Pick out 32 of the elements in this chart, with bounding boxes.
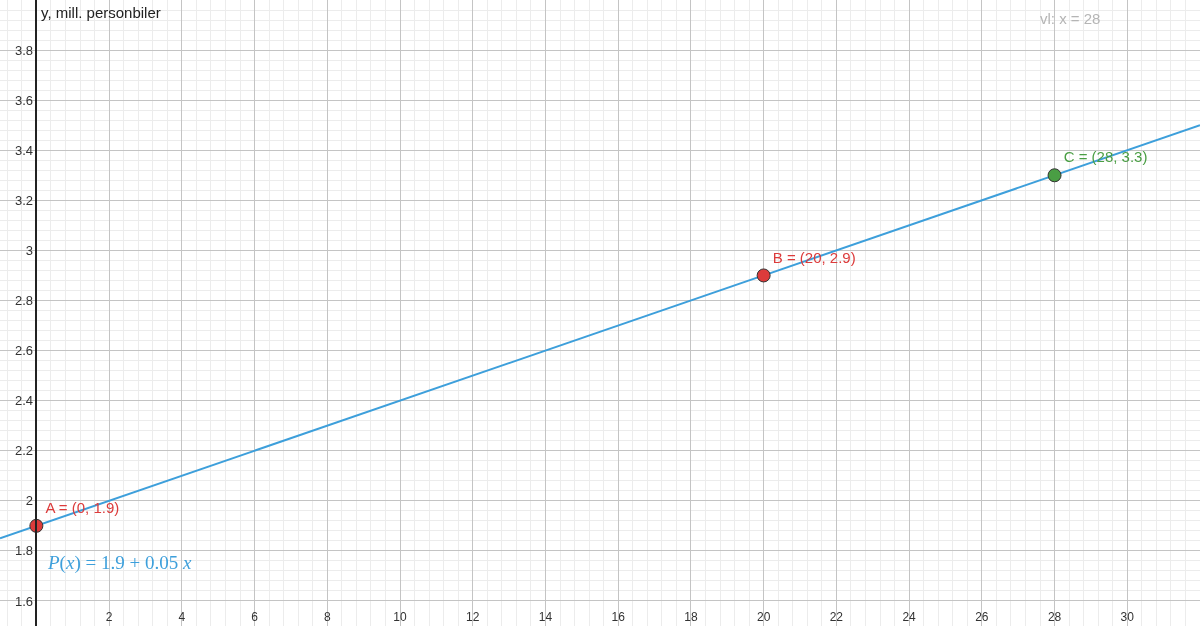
- y-tick-label: 2.6: [14, 343, 34, 359]
- x-tick-label: 4: [178, 609, 186, 624]
- y-tick-label: 1.6: [14, 593, 34, 609]
- x-tick-label: 2: [105, 609, 113, 624]
- y-tick-label: 3.8: [14, 42, 34, 58]
- point: [756, 268, 771, 283]
- x-tick-label: 28: [1047, 609, 1062, 624]
- x-tick-label: 20: [756, 609, 771, 624]
- x-tick-label: 14: [538, 609, 553, 624]
- y-tick-label: 2: [25, 493, 34, 509]
- point: [1047, 168, 1062, 183]
- x-tick-label: 26: [975, 609, 989, 624]
- series-label: P(x) = 1.9 + 0.05 x: [47, 552, 192, 574]
- y-tick-label: 2.4: [14, 393, 34, 409]
- y-tick-label: 2.8: [14, 293, 34, 309]
- x-tick-label: 10: [393, 609, 407, 624]
- x-tick-label: 12: [466, 609, 480, 624]
- y-tick-label: 3.4: [14, 142, 34, 158]
- x-tick-label: 16: [611, 609, 626, 624]
- x-tick-label: 22: [829, 609, 844, 624]
- x-tick-label: 6: [251, 609, 259, 624]
- y-tick-label: 1.8: [14, 543, 34, 559]
- x-tick-label: 18: [684, 609, 698, 624]
- x-tick-label: 24: [902, 609, 917, 624]
- y-tick-label: 3.6: [14, 92, 34, 108]
- y-axis-title: y, mill. personbiler: [41, 4, 161, 21]
- x-tick-label: 8: [323, 609, 331, 624]
- y-tick-label: 2.2: [14, 443, 34, 459]
- y-tick-label: 3.2: [14, 192, 34, 208]
- y-tick-label: 3: [25, 242, 34, 258]
- annotation: vl: x = 28: [1040, 10, 1101, 27]
- x-tick-label: 30: [1120, 609, 1135, 624]
